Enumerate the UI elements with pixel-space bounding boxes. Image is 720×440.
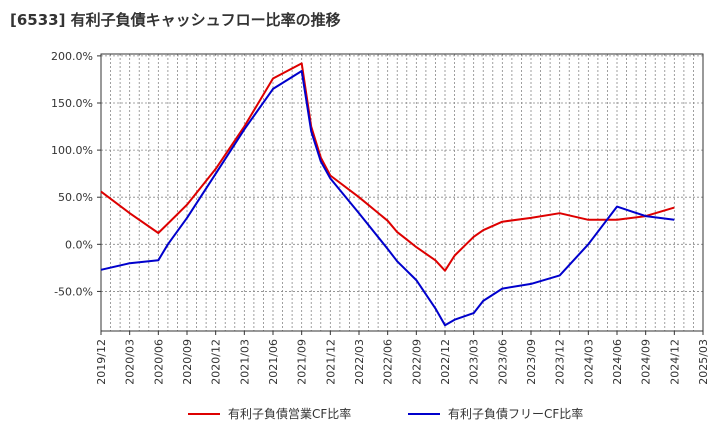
plot-frame <box>100 53 704 332</box>
y-tick-label: -50.0% <box>54 285 93 298</box>
y-tick-label: 0.0% <box>65 238 93 251</box>
series-line-free-cf <box>100 70 675 327</box>
series-lines <box>100 62 675 327</box>
y-tick-label: 150.0% <box>51 97 93 110</box>
y-tick-label: 100.0% <box>51 144 93 157</box>
legend-label-free-cf: 有利子負債フリーCF比率 <box>448 406 583 421</box>
x-tick-label: 2024/09 <box>640 339 653 385</box>
legend: 有利子負債営業CF比率 有利子負債フリーCF比率 <box>188 406 583 421</box>
x-tick-label: 2020/06 <box>152 339 165 385</box>
x-tick-label: 2021/12 <box>324 339 337 385</box>
x-tick-label: 2021/09 <box>296 339 309 385</box>
x-tick-label: 2024/06 <box>611 339 624 385</box>
x-tick-label: 2023/03 <box>468 339 481 385</box>
y-axis: 200.0% 150.0% 100.0% 50.0% 0.0% -50.0% <box>51 50 101 298</box>
x-tick-label: 2020/03 <box>124 339 137 385</box>
y-tick-label: 50.0% <box>58 191 93 204</box>
x-tick-label: 2022/12 <box>439 339 452 385</box>
x-tick-label: 2023/06 <box>496 339 509 385</box>
x-tick-label: 2020/12 <box>210 339 223 385</box>
grid <box>101 54 703 331</box>
chart-title: [6533] 有利子負債キャッシュフロー比率の推移 <box>10 11 341 29</box>
x-tick-label: 2024/03 <box>582 339 595 385</box>
x-tick-label: 2019/12 <box>95 339 108 385</box>
x-tick-label: 2022/09 <box>410 339 423 385</box>
x-tick-label: 2022/06 <box>382 339 395 385</box>
x-tick-label: 2025/03 <box>697 339 710 385</box>
x-tick-label: 2021/06 <box>267 339 280 385</box>
x-tick-label: 2023/09 <box>525 339 538 385</box>
x-tick-label: 2022/03 <box>353 339 366 385</box>
y-tick-label: 200.0% <box>51 50 93 63</box>
x-axis: 2019/12 2020/03 2020/06 2020/09 2020/12 2021/… <box>95 331 710 385</box>
x-tick-label: 2024/12 <box>668 339 681 385</box>
legend-label-operating-cf: 有利子負債営業CF比率 <box>228 406 351 421</box>
x-tick-label: 2020/09 <box>181 339 194 385</box>
x-tick-label: 2021/03 <box>238 339 251 385</box>
series-line-operating-cf <box>100 62 675 272</box>
x-tick-label: 2023/12 <box>554 339 567 385</box>
